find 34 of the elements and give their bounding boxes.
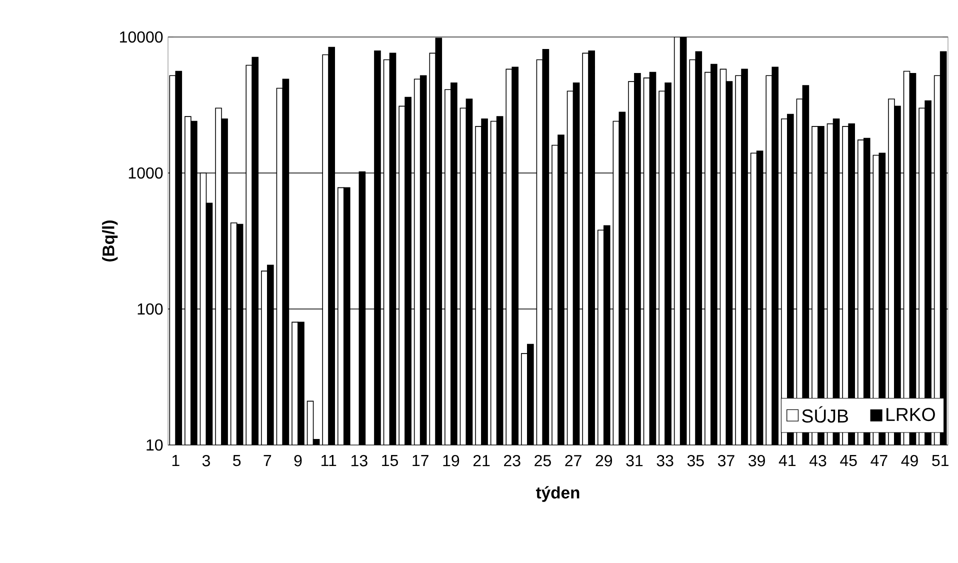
legend-label: LRKO bbox=[886, 408, 935, 422]
x-tick-label: 17 bbox=[412, 455, 428, 466]
y-tick-label: 1000 bbox=[128, 167, 163, 179]
x-tick-label: 13 bbox=[351, 455, 368, 466]
x-tick-label: 19 bbox=[443, 455, 460, 466]
y-tick-label: 100 bbox=[138, 303, 163, 315]
x-tick-label: 41 bbox=[778, 455, 796, 466]
x-axis-title: týden bbox=[536, 486, 580, 502]
x-tick-label: 1 bbox=[172, 455, 180, 466]
x-tick-label: 23 bbox=[504, 455, 520, 466]
x-tick-label: 29 bbox=[596, 455, 612, 466]
x-tick-label: 35 bbox=[687, 455, 704, 466]
x-tick-label: 21 bbox=[473, 455, 490, 466]
legend-label: SÚJB bbox=[802, 406, 848, 423]
x-tick-label: 39 bbox=[748, 455, 765, 466]
y-tick-label: 10000 bbox=[120, 31, 163, 43]
x-tick-label: 31 bbox=[626, 455, 643, 466]
x-tick-label: 5 bbox=[233, 455, 241, 466]
x-tick-label: 51 bbox=[932, 455, 948, 466]
x-tick-label: 9 bbox=[294, 455, 302, 466]
y-tick-label: 10 bbox=[146, 439, 163, 451]
x-tick-label: 15 bbox=[382, 455, 398, 466]
x-tick-label: 27 bbox=[565, 455, 582, 466]
x-tick-label: 45 bbox=[840, 455, 857, 466]
x-tick-label: 47 bbox=[870, 455, 888, 466]
y-axis-title: (Bq/l) bbox=[102, 220, 118, 262]
x-tick-label: 11 bbox=[322, 455, 336, 466]
x-tick-label: 25 bbox=[534, 455, 551, 466]
x-tick-label: 3 bbox=[202, 455, 210, 466]
x-tick-label: 37 bbox=[718, 455, 734, 466]
x-tick-label: 7 bbox=[264, 455, 272, 466]
x-tick-label: 43 bbox=[809, 455, 826, 466]
x-tick-label: 33 bbox=[656, 455, 674, 466]
x-tick-label: 49 bbox=[901, 455, 918, 466]
